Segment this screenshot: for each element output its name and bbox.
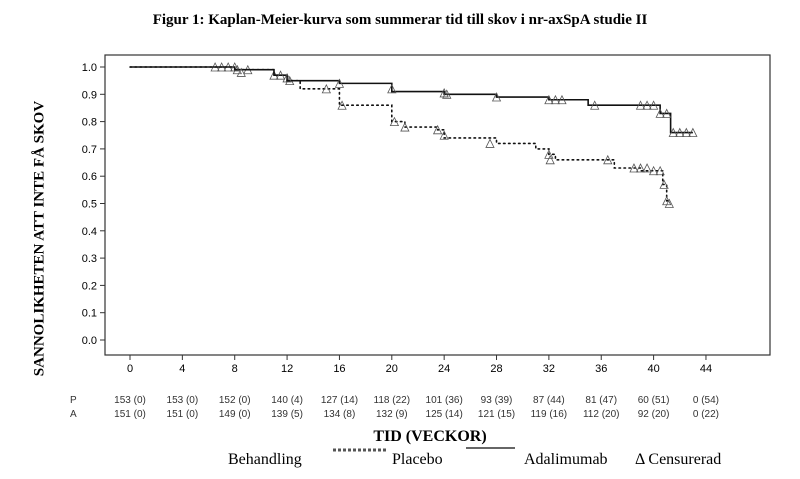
censor-mark [230,62,240,72]
risk-value: 112 (20) [583,409,620,420]
y-tick-label: 0.0 [82,335,97,347]
censor-mark [545,154,555,165]
censor-mark [557,94,567,105]
censor-mark [485,138,495,148]
risk-value: 153 (0) [167,395,199,406]
risk-value: 134 (8) [324,409,356,420]
censor-mark [635,163,646,173]
censor-mark [439,130,449,140]
series-adalimumab [130,66,693,134]
risk-value: 140 (4) [271,395,303,406]
censor-mark [389,116,400,126]
risk-value: 121 (15) [478,409,515,420]
legend-censored: Δ Censurerad [635,451,722,468]
x-tick-label: 28 [490,363,502,375]
x-tick-label: 20 [386,363,398,375]
risk-value: 118 (22) [374,395,411,406]
risk-value: 125 (14) [426,409,463,420]
risk-value: 153 (0) [114,395,146,406]
x-tick-label: 4 [179,363,185,375]
risk-row-label: P [70,395,77,406]
censor-mark [664,198,674,208]
risk-value: 87 (44) [533,395,565,406]
risk-value: 0 (54) [693,395,719,406]
risk-value: 101 (36) [426,395,463,406]
legend-heading: Behandling [228,451,302,468]
x-tick-label: 12 [281,363,293,375]
y-tick-label: 1.0 [82,62,97,74]
chart-title: Figur 1: Kaplan-Meier-kurva som summerar… [152,12,648,28]
y-tick-label: 0.8 [82,117,97,129]
risk-value: 151 (0) [114,409,146,420]
censor-mark [688,127,698,137]
x-axis-label: TID (VECKOR) [373,428,487,445]
legend-placebo: Placebo [392,451,443,468]
censor-mark [442,89,452,99]
x-tick-label: 36 [595,363,607,375]
y-tick-label: 0.1 [82,308,97,320]
y-tick-label: 0.2 [82,280,97,292]
risk-value: 151 (0) [167,409,199,420]
censor-mark [491,92,502,102]
censor-mark [603,154,613,165]
censor-mark [275,70,286,80]
risk-value: 0 (22) [693,409,719,420]
risk-value: 127 (14) [321,395,358,406]
censor-mark [334,78,345,88]
censor-mark [662,108,672,118]
x-tick-label: 8 [232,363,238,375]
censor-mark [544,94,554,105]
censor-mark [321,83,331,94]
risk-value: 60 (51) [638,395,670,406]
censor-mark [648,100,659,110]
censor-mark [655,165,665,176]
censor-mark [550,94,561,105]
plot-frame [104,54,771,356]
censor-mark [648,165,659,176]
censor-mark [400,122,410,132]
risk-value: 149 (0) [219,409,251,420]
risk-value: 93 (39) [481,395,513,406]
series-placebo [129,66,672,202]
risk-value: 152 (0) [219,395,251,406]
risk-value: 119 (16) [531,409,568,420]
y-tick-label: 0.9 [82,89,97,101]
risk-value: 92 (20) [638,409,670,420]
censor-mark [337,100,347,110]
censor-mark [668,127,678,137]
censor-mark [282,73,292,83]
censor-mark [432,124,443,135]
censor-mark [439,88,449,98]
censor-mark [236,67,246,77]
risk-row-label: A [70,409,77,420]
x-tick-label: 44 [700,363,712,375]
censor-mark [642,163,652,173]
y-tick-label: 0.5 [82,199,97,211]
y-tick-label: 0.3 [82,253,97,265]
risk-value: 81 (47) [585,395,617,406]
x-tick-label: 32 [543,363,555,375]
censor-mark [675,127,685,137]
censor-mark [681,127,691,137]
risk-value: 139 (5) [271,409,303,420]
y-tick-label: 0.6 [82,171,97,183]
censor-mark [659,179,669,189]
y-tick-label: 0.7 [82,144,97,156]
x-tick-label: 40 [647,363,659,375]
censor-mark [590,100,600,110]
censor-mark [642,100,652,110]
censor-mark [629,163,639,173]
x-tick-label: 0 [127,363,133,375]
risk-value: 132 (9) [376,409,408,420]
y-tick-label: 0.4 [82,226,97,238]
x-tick-label: 16 [333,363,345,375]
legend-adalimumab: Adalimumab [524,451,608,468]
x-tick-label: 24 [438,363,450,375]
censor-mark [387,83,397,94]
censor-mark [635,100,646,110]
censor-mark [655,108,665,118]
